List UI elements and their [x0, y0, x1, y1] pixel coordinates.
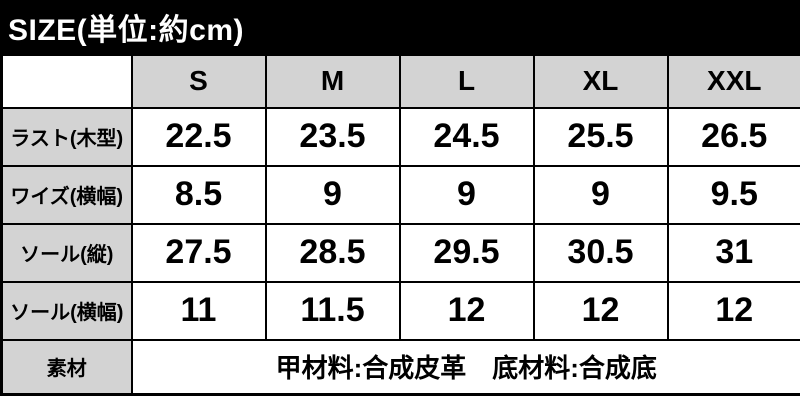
material-value-cell: 甲材料:合成皮革 底材料:合成底 — [130, 338, 800, 396]
size-chart-title-bar: SIZE(単位:約cm) — [0, 0, 800, 53]
cell-width-m: 9 — [264, 164, 401, 225]
cell-last-xl: 25.5 — [532, 106, 669, 167]
cell-sole-length-xl: 30.5 — [532, 222, 669, 283]
table-header-row: S M L XL XXL — [0, 53, 800, 109]
cell-sole-length-s: 27.5 — [130, 222, 267, 283]
cell-sole-length-l: 29.5 — [398, 222, 535, 283]
cell-sole-width-l: 12 — [398, 280, 535, 341]
table-row-sole-length: ソール(縦) 27.5 28.5 29.5 30.5 31 — [0, 222, 800, 283]
cell-last-m: 23.5 — [264, 106, 401, 167]
col-header-l: L — [398, 53, 535, 109]
corner-cell — [0, 53, 133, 109]
row-label-sole-width: ソール(横幅) — [0, 280, 133, 341]
page-title: SIZE(単位:約cm) — [8, 13, 245, 47]
cell-width-l: 9 — [398, 164, 535, 225]
cell-width-xxl: 9.5 — [666, 164, 800, 225]
row-label-sole-length: ソール(縦) — [0, 222, 133, 283]
size-table: S M L XL XXL ラスト(木型) 22.5 23.5 24.5 25.5… — [0, 53, 800, 396]
cell-sole-width-xxl: 12 — [666, 280, 800, 341]
row-label-material: 素材 — [0, 338, 133, 396]
table-row-width: ワイズ(横幅) 8.5 9 9 9 9.5 — [0, 164, 800, 225]
cell-width-xl: 9 — [532, 164, 669, 225]
table-row-material: 素材 甲材料:合成皮革 底材料:合成底 — [0, 338, 800, 396]
cell-last-s: 22.5 — [130, 106, 267, 167]
table-row-sole-width: ソール(横幅) 11 11.5 12 12 12 — [0, 280, 800, 341]
cell-sole-length-xxl: 31 — [666, 222, 800, 283]
cell-sole-length-m: 28.5 — [264, 222, 401, 283]
cell-sole-width-xl: 12 — [532, 280, 669, 341]
cell-width-s: 8.5 — [130, 164, 267, 225]
cell-last-xxl: 26.5 — [666, 106, 800, 167]
cell-sole-width-m: 11.5 — [264, 280, 401, 341]
cell-last-l: 24.5 — [398, 106, 535, 167]
table-row-last: ラスト(木型) 22.5 23.5 24.5 25.5 26.5 — [0, 106, 800, 167]
cell-sole-width-s: 11 — [130, 280, 267, 341]
col-header-m: M — [264, 53, 401, 109]
col-header-s: S — [130, 53, 267, 109]
col-header-xxl: XXL — [666, 53, 800, 109]
col-header-xl: XL — [532, 53, 669, 109]
row-label-width: ワイズ(横幅) — [0, 164, 133, 225]
row-label-last: ラスト(木型) — [0, 106, 133, 167]
